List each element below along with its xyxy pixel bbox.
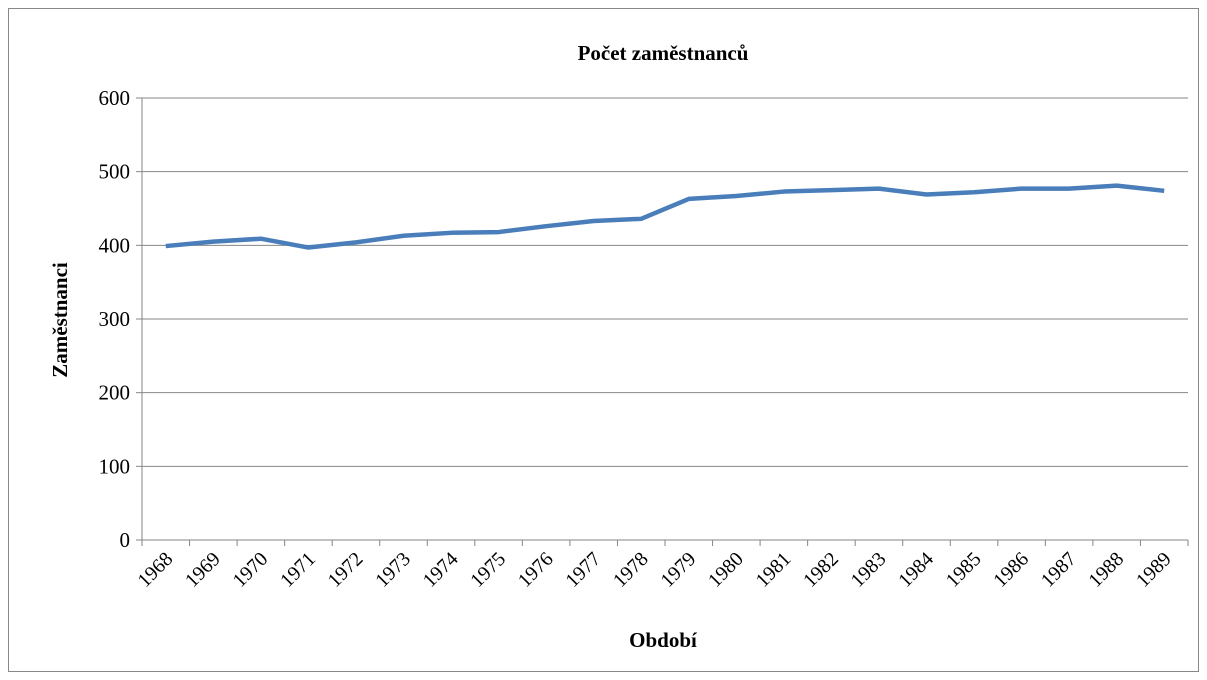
- y-tick-label: 200: [99, 381, 131, 405]
- y-tick-label: 600: [99, 86, 131, 110]
- y-tick-label: 100: [99, 454, 131, 478]
- data-line: [165, 183, 1165, 250]
- y-axis-label: Zaměstnanci: [48, 262, 72, 378]
- chart-border: [8, 8, 1199, 672]
- chart-title: Počet zaměstnanců: [578, 41, 749, 65]
- y-tick-label: 500: [99, 160, 131, 184]
- x-axis-label: Období: [629, 628, 698, 652]
- y-tick-label: 0: [120, 528, 131, 552]
- y-tick-label: 300: [99, 307, 131, 331]
- y-tick-label: 400: [99, 233, 131, 257]
